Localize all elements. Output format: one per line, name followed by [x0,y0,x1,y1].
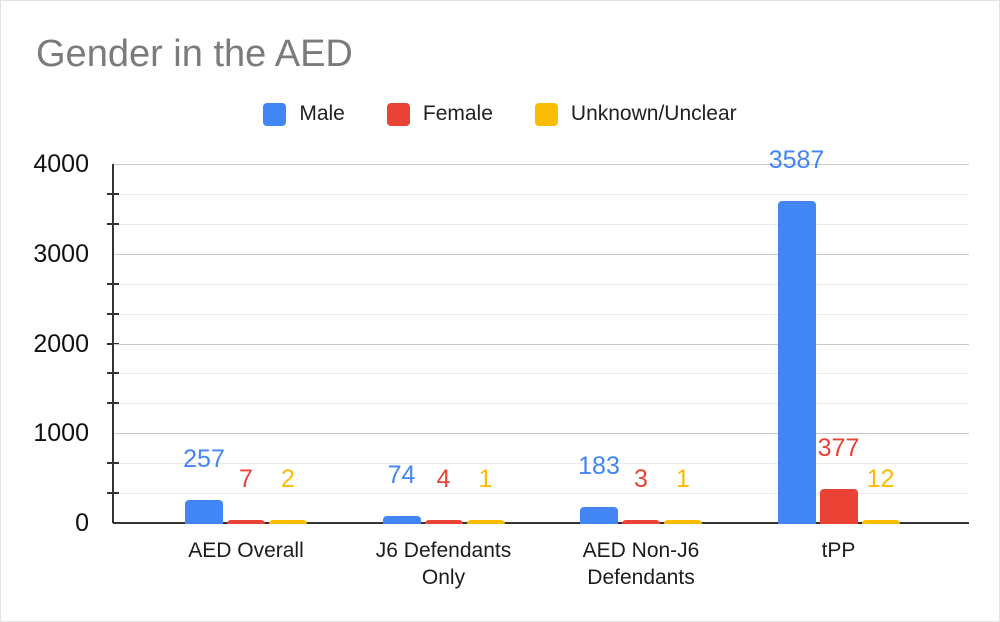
bar-value-label-female-j6-defendants-only: 4 [436,464,451,493]
bar-value-label-unknown-unclear-aed-non-j6-defendants: 1 [676,464,690,493]
bar-female-j6-defendants-only [424,519,463,524]
bar-unknown-unclear-aed-overall [269,519,307,524]
x-axis-line [113,522,969,524]
legend-item-label: Unknown/Unclear [570,102,737,125]
legend-color-swatch-icon [534,102,558,126]
bar-value-label-unknown-unclear-aed-overall: 2 [281,464,295,493]
gridline-minor [113,313,969,315]
y-axis-line [112,164,114,523]
chart-title: Gender in the AED [36,33,353,75]
legend-item-label: Female [422,102,493,125]
legend-item-label: Male [299,102,345,125]
legend-item-male: Male [263,102,345,126]
bar-value-label-female-aed-overall: 7 [239,464,253,493]
gridline-minor [113,403,969,405]
gridline-major-2000 [113,343,969,345]
bar-female-tpp [819,489,858,524]
bar-value-label-male-j6-defendants-only: 74 [387,461,416,490]
bar-male-tpp [777,201,816,524]
bar-female-aed-overall [227,519,265,524]
legend-color-swatch-icon [263,102,287,126]
gridline-minor [113,193,969,195]
y-axis-label-3000: 3000 [33,239,89,268]
bar-value-label-unknown-unclear-j6-defendants-only: 1 [478,464,493,493]
bar-value-label-male-tpp: 3587 [768,146,825,175]
legend-item-unknown-unclear: Unknown/Unclear [534,102,737,126]
bar-unknown-unclear-j6-defendants-only [466,519,505,524]
x-axis-label-aed-overall: AED Overall [188,539,304,562]
gridline-major-4000 [113,164,969,165]
bar-value-label-male-aed-overall: 257 [183,444,225,473]
x-axis-label-tpp: tPP [821,539,856,562]
y-axis-label-4000: 4000 [33,150,89,178]
gridline-minor [113,373,969,375]
gridline-minor [113,463,969,465]
y-axis-label-2000: 2000 [33,329,89,358]
gridline-major-1000 [113,433,969,435]
bar-male-j6-defendants-only [382,516,421,524]
legend-color-swatch-icon [386,102,410,126]
bar-female-aed-non-j6-defendants [622,519,660,524]
bar-value-label-male-aed-non-j6-defendants: 183 [578,451,620,480]
bar-value-label-female-tpp: 377 [817,434,860,463]
gridline-minor [113,223,969,225]
bar-value-label-unknown-unclear-tpp: 12 [866,464,895,493]
y-axis-label-0: 0 [75,509,89,537]
bar-male-aed-overall [185,499,223,524]
gridline-major-3000 [113,253,969,255]
legend-item-female: Female [386,102,493,126]
gridline-minor [113,283,969,285]
bar-unknown-unclear-tpp [861,519,900,524]
x-axis-label-aed-non-j6-defendants: AED Non-J6 Defendants [582,539,700,589]
bar-unknown-unclear-aed-non-j6-defendants [664,519,702,524]
bar-value-label-female-aed-non-j6-defendants: 3 [634,464,648,493]
y-axis-label-1000: 1000 [33,419,89,448]
x-axis-label-j6-defendants-only: J6 Defendants Only [375,539,512,589]
chart-legend: Male Female Unknown/Unclear [1,100,999,128]
bar-male-aed-non-j6-defendants [580,506,618,524]
gridline-minor [113,493,969,495]
